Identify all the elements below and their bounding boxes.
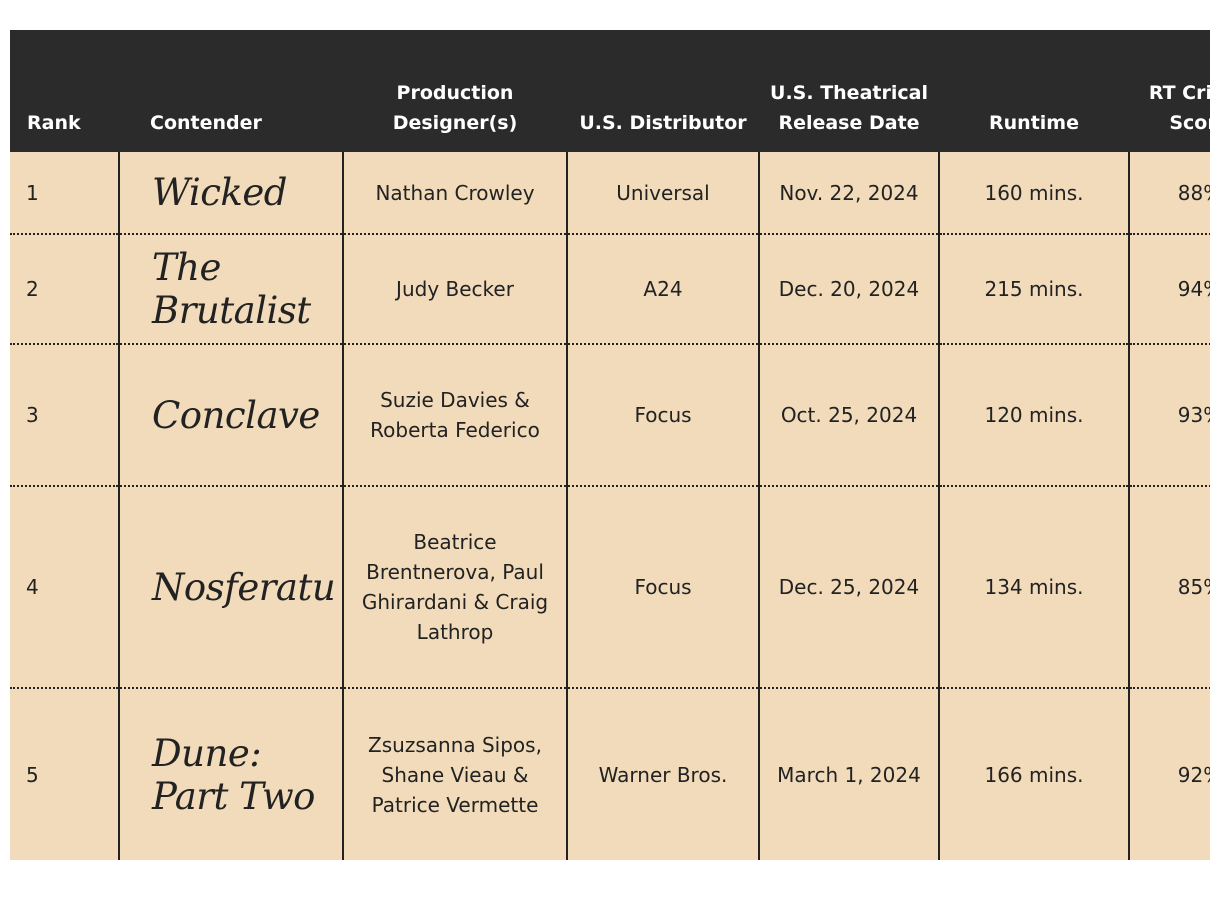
production-designers-cell: Suzie Davies & Roberta Federico bbox=[342, 344, 567, 487]
header-distributor: U.S. Distributor bbox=[567, 30, 759, 152]
header-rank: Rank bbox=[10, 30, 119, 152]
distributor-cell: Warner Bros. bbox=[566, 688, 759, 860]
rt-score-cell: 93% bbox=[1128, 344, 1210, 487]
rank-cell: 5 bbox=[10, 688, 119, 860]
runtime-cell: 215 mins. bbox=[938, 234, 1129, 345]
contenders-table-frame: Rank Contender Production Designer(s) U.… bbox=[10, 30, 1210, 888]
distributor-cell: Focus bbox=[566, 344, 759, 487]
contender-cell: Dune: Part Two bbox=[118, 688, 343, 860]
contenders-table: Rank Contender Production Designer(s) U.… bbox=[10, 30, 1210, 860]
runtime-cell: 160 mins. bbox=[938, 152, 1129, 235]
release-date-cell: Oct. 25, 2024 bbox=[758, 344, 939, 487]
table-row: 1 Wicked Nathan Crowley Universal Nov. 2… bbox=[10, 152, 1210, 235]
header-row: Rank Contender Production Designer(s) U.… bbox=[10, 30, 1210, 152]
table-row: 2 The Brutalist Judy Becker A24 Dec. 20,… bbox=[10, 234, 1210, 345]
header-rt-score: RT Critics Score bbox=[1129, 30, 1210, 152]
header-contender: Contender bbox=[119, 30, 343, 152]
release-date-cell: Dec. 25, 2024 bbox=[758, 486, 939, 689]
table-row: 5 Dune: Part Two Zsuzsanna Sipos, Shane … bbox=[10, 688, 1210, 860]
distributor-cell: Focus bbox=[566, 486, 759, 689]
rank-cell: 1 bbox=[10, 152, 119, 235]
rt-score-cell: 92% bbox=[1128, 688, 1210, 860]
release-date-cell: March 1, 2024 bbox=[758, 688, 939, 860]
production-designers-cell: Beatrice Brentnerova, Paul Ghirardani & … bbox=[342, 486, 567, 689]
header-production-designers: Production Designer(s) bbox=[343, 30, 567, 152]
contender-cell: Conclave bbox=[118, 344, 343, 487]
runtime-cell: 134 mins. bbox=[938, 486, 1129, 689]
rank-cell: 2 bbox=[10, 234, 119, 345]
table-header: Rank Contender Production Designer(s) U.… bbox=[10, 30, 1210, 152]
rt-score-cell: 88% bbox=[1128, 152, 1210, 235]
distributor-cell: A24 bbox=[566, 234, 759, 345]
runtime-cell: 166 mins. bbox=[938, 688, 1129, 860]
production-designers-cell: Nathan Crowley bbox=[342, 152, 567, 235]
contender-cell: The Brutalist bbox=[118, 234, 343, 345]
rt-score-cell: 94% bbox=[1128, 234, 1210, 345]
production-designers-cell: Zsuzsanna Sipos, Shane Vieau & Patrice V… bbox=[342, 688, 567, 860]
header-release-date: U.S. Theatrical Release Date bbox=[759, 30, 939, 152]
distributor-cell: Universal bbox=[566, 152, 759, 235]
rt-score-cell: 85% bbox=[1128, 486, 1210, 689]
release-date-cell: Nov. 22, 2024 bbox=[758, 152, 939, 235]
rank-cell: 3 bbox=[10, 344, 119, 487]
header-runtime: Runtime bbox=[939, 30, 1129, 152]
contender-cell: Wicked bbox=[118, 152, 343, 235]
runtime-cell: 120 mins. bbox=[938, 344, 1129, 487]
production-designers-cell: Judy Becker bbox=[342, 234, 567, 345]
table-body: 1 Wicked Nathan Crowley Universal Nov. 2… bbox=[10, 152, 1210, 860]
contender-cell: Nosferatu bbox=[118, 486, 343, 689]
table-row: 3 Conclave Suzie Davies & Roberta Federi… bbox=[10, 344, 1210, 487]
rank-cell: 4 bbox=[10, 486, 119, 689]
release-date-cell: Dec. 20, 2024 bbox=[758, 234, 939, 345]
table-row: 4 Nosferatu Beatrice Brentnerova, Paul G… bbox=[10, 486, 1210, 689]
